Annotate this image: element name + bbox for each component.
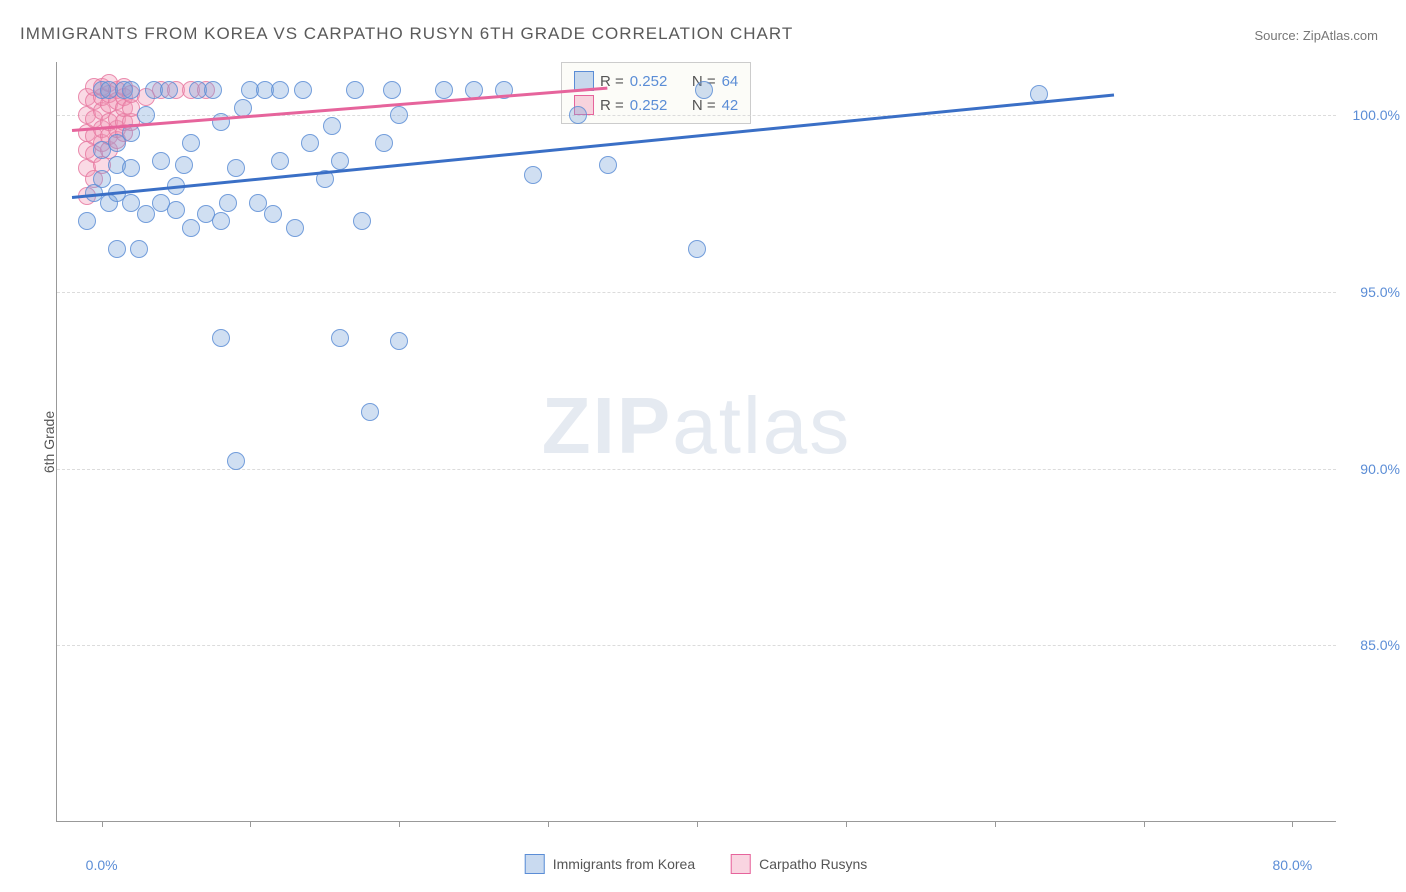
data-point [122, 159, 140, 177]
x-tick-mark [995, 821, 996, 827]
data-point [599, 156, 617, 174]
watermark: ZIPatlas [542, 380, 851, 472]
data-point [175, 156, 193, 174]
data-point [167, 201, 185, 219]
data-point [331, 152, 349, 170]
data-point [569, 106, 587, 124]
y-tick-label: 85.0% [1360, 637, 1400, 653]
data-point [346, 81, 364, 99]
watermark-zip: ZIP [542, 381, 672, 470]
data-point [219, 194, 237, 212]
y-tick-label: 100.0% [1353, 107, 1400, 123]
data-point [264, 205, 282, 223]
series-legend-label: Carpatho Rusyns [759, 856, 867, 872]
source-credit: Source: ZipAtlas.com [1254, 28, 1378, 43]
data-point [78, 212, 96, 230]
data-point [390, 106, 408, 124]
gridline [57, 645, 1336, 646]
data-point [212, 212, 230, 230]
legend-swatch [731, 854, 751, 874]
x-tick-label: 80.0% [1272, 857, 1312, 873]
data-point [227, 159, 245, 177]
data-point [227, 452, 245, 470]
data-point [271, 81, 289, 99]
data-point [353, 212, 371, 230]
x-tick-mark [1144, 821, 1145, 827]
data-point [182, 134, 200, 152]
legend-r-value: 0.252 [630, 73, 668, 90]
legend-r-value: 0.252 [630, 97, 668, 114]
y-axis-label: 6th Grade [41, 411, 57, 473]
data-point [108, 240, 126, 258]
data-point [383, 81, 401, 99]
x-tick-mark [846, 821, 847, 827]
gridline [57, 292, 1336, 293]
data-point [375, 134, 393, 152]
x-tick-mark [102, 821, 103, 827]
data-point [93, 170, 111, 188]
data-point [524, 166, 542, 184]
legend-r-label: R = [600, 97, 624, 114]
data-point [435, 81, 453, 99]
x-tick-mark [548, 821, 549, 827]
data-point [688, 240, 706, 258]
y-tick-label: 95.0% [1360, 284, 1400, 300]
chart-title: IMMIGRANTS FROM KOREA VS CARPATHO RUSYN … [20, 24, 793, 44]
x-tick-mark [399, 821, 400, 827]
source-label: Source: [1254, 28, 1302, 43]
data-point [301, 134, 319, 152]
data-point [286, 219, 304, 237]
data-point [212, 329, 230, 347]
source-value: ZipAtlas.com [1303, 28, 1378, 43]
data-point [271, 152, 289, 170]
legend-n-value: 42 [722, 97, 739, 114]
series-legend: Immigrants from Korea Carpatho Rusyns [525, 854, 868, 874]
plot-region: ZIPatlas R = 0.252 N = 64 R = 0.252 N = … [56, 62, 1336, 822]
data-point [323, 117, 341, 135]
chart-area: 6th Grade ZIPatlas R = 0.252 N = 64 R = … [56, 62, 1336, 822]
legend-n-value: 64 [722, 73, 739, 90]
x-tick-label: 0.0% [86, 857, 118, 873]
data-point [152, 152, 170, 170]
gridline [57, 469, 1336, 470]
data-point [137, 106, 155, 124]
series-legend-item: Immigrants from Korea [525, 854, 695, 874]
data-point [331, 329, 349, 347]
legend-row: R = 0.252 N = 42 [574, 93, 738, 117]
data-point [160, 81, 178, 99]
x-tick-mark [250, 821, 251, 827]
x-tick-mark [1292, 821, 1293, 827]
data-point [361, 403, 379, 421]
data-point [695, 81, 713, 99]
series-legend-item: Carpatho Rusyns [731, 854, 867, 874]
data-point [122, 81, 140, 99]
series-legend-label: Immigrants from Korea [553, 856, 695, 872]
data-point [130, 240, 148, 258]
data-point [204, 81, 222, 99]
x-tick-mark [697, 821, 698, 827]
legend-swatch [525, 854, 545, 874]
watermark-atlas: atlas [672, 381, 851, 470]
data-point [390, 332, 408, 350]
data-point [294, 81, 312, 99]
y-tick-label: 90.0% [1360, 461, 1400, 477]
data-point [182, 219, 200, 237]
